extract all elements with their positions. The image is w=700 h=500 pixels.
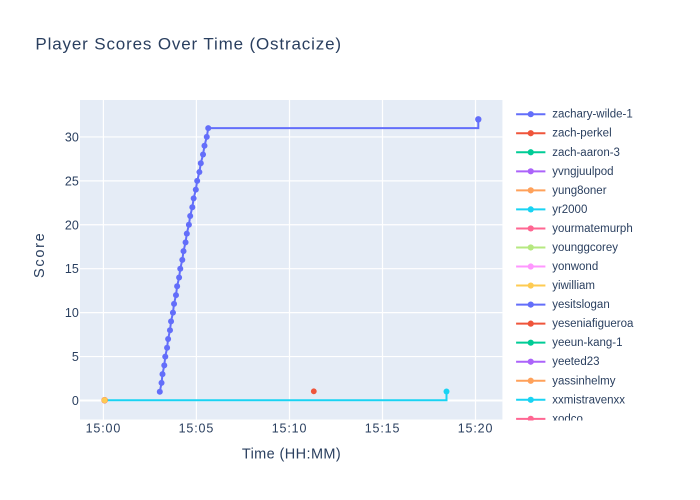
- svg-text:yeseniafigueroa: yeseniafigueroa: [552, 318, 634, 330]
- svg-text:15:00: 15:00: [86, 422, 122, 436]
- svg-text:younggcorey: younggcorey: [552, 242, 618, 254]
- svg-text:yesitslogan: yesitslogan: [552, 299, 610, 311]
- svg-text:10: 10: [65, 306, 79, 320]
- svg-text:Player Scores Over Time (Ostra: Player Scores Over Time (Ostracize): [35, 34, 342, 53]
- svg-text:yeeted23: yeeted23: [552, 356, 599, 368]
- svg-text:15:20: 15:20: [458, 422, 494, 436]
- svg-text:15:15: 15:15: [365, 422, 401, 436]
- svg-text:25: 25: [65, 174, 79, 188]
- svg-text:5: 5: [72, 350, 79, 364]
- svg-text:xodco: xodco: [552, 413, 583, 425]
- svg-text:15: 15: [65, 262, 79, 276]
- svg-text:15:05: 15:05: [179, 422, 215, 436]
- svg-text:20: 20: [65, 218, 79, 232]
- svg-text:zachary-wilde-1: zachary-wilde-1: [552, 109, 633, 121]
- svg-text:yassinhelmy: yassinhelmy: [552, 375, 616, 387]
- svg-text:15:10: 15:10: [272, 422, 308, 436]
- svg-text:Score: Score: [32, 232, 48, 278]
- svg-text:zach-perkel: zach-perkel: [552, 128, 611, 140]
- svg-text:yonwond: yonwond: [552, 261, 598, 273]
- svg-text:yung8oner: yung8oner: [552, 185, 607, 197]
- svg-text:yvngjuulpod: yvngjuulpod: [552, 166, 613, 178]
- svg-text:yeeun-kang-1: yeeun-kang-1: [552, 337, 622, 349]
- svg-text:30: 30: [65, 130, 79, 144]
- svg-text:yourmatemurph: yourmatemurph: [552, 223, 633, 235]
- svg-text:xxmistravenxx: xxmistravenxx: [552, 394, 625, 406]
- svg-text:Time (HH:MM): Time (HH:MM): [242, 447, 341, 463]
- svg-text:yiwilliam: yiwilliam: [552, 280, 595, 292]
- svg-text:0: 0: [72, 394, 79, 408]
- svg-text:zach-aaron-3: zach-aaron-3: [552, 147, 620, 159]
- svg-text:yr2000: yr2000: [552, 204, 587, 216]
